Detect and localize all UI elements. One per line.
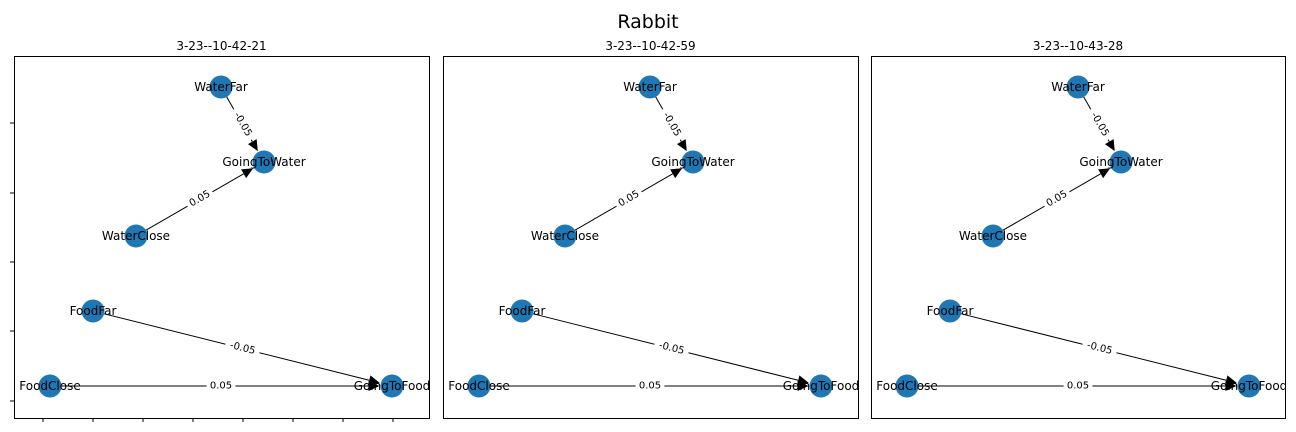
graph-node [510,299,534,323]
graph-node [209,75,233,99]
edge-arrowhead [368,381,380,391]
edge-arrowhead [247,139,258,152]
graph-node [81,299,105,323]
edge-label-group: 0.05 [613,185,645,213]
edge-arrowhead [797,381,809,391]
panel-title: 3-23--10-42-59 [605,39,695,53]
panel-content: -0.05 0.05 -0.05 0.05 WaterFar GoingToWater Wa… [448,75,860,398]
panel-frame [14,56,430,419]
graph-node [895,374,919,398]
panel-title: 3-23--10-43-28 [1033,39,1123,53]
edge-label: 0.05 [210,381,232,392]
edge-label-group: -0.05 [1080,337,1119,360]
node-label: FoodClose [876,379,937,393]
graph-node [938,299,962,323]
node-label: WaterClose [959,229,1027,243]
graph-node [553,224,577,248]
edge-label-bg [184,185,216,213]
graph-node [380,374,404,398]
graph-node [252,150,276,174]
edge-label-group: -0.05 [223,337,262,360]
edge-label-bg [613,185,645,213]
panel-frame [871,56,1286,419]
edge-arrowhead [676,139,687,152]
edge-label-group: 0.05 [206,379,236,393]
graph-node [1237,374,1261,398]
panel-content: -0.05 0.05 -0.05 0.05 WaterFar GoingToWater Wa… [876,75,1288,398]
edge-label-group: 0.05 [1041,185,1073,213]
diagram-panel: 3-23--10-43-28 -0.05 0.05 -0.05 0.05 WaterFar… [871,39,1288,419]
panel-content: -0.05 0.05 -0.05 0.05 WaterFar GoingToWater Wa… [19,75,431,398]
edge-label: 0.05 [1067,381,1089,392]
node-label: FoodFar [499,304,546,318]
node-label: FoodFar [70,304,117,318]
graph-node [809,374,833,398]
node-label: WaterFar [623,80,677,94]
graph-node [638,75,662,99]
node-label: WaterClose [531,229,599,243]
edge-label-bg [206,379,236,393]
node-label: GoingToWater [1079,155,1162,169]
edge-label-group: 0.05 [1063,379,1093,393]
edge-arrowhead [1104,139,1115,152]
edge-label-bg [1063,379,1093,393]
diagram-panel: 3-23--10-42-59 -0.05 0.05 -0.05 0.05 WaterFar… [443,39,860,419]
node-label: FoodFar [927,304,974,318]
node-label: WaterFar [1051,80,1105,94]
node-label: GoingToFood [1211,379,1288,393]
edge-arrowhead [1225,381,1237,391]
graph-node [38,374,62,398]
edge-label-group: -0.05 [1084,105,1115,144]
edge-label-group: 0.05 [184,185,216,213]
node-label: GoingToWater [222,155,305,169]
edge-label-bg [635,379,665,393]
edge-label-group: 0.05 [635,379,665,393]
edge-label-bg [652,337,691,360]
edge-label-bg [1041,185,1073,213]
edge-label-bg [656,105,687,144]
graph-node [981,224,1005,248]
edge-label-bg [1080,337,1119,360]
edge-label-group: -0.05 [652,337,691,360]
node-label: GoingToFood [354,379,431,393]
edge-arrowhead [1098,168,1111,179]
edge-arrowhead [670,168,683,179]
panel-frame [443,56,859,419]
edge-arrowhead [241,168,254,179]
edge-label-group: -0.05 [227,105,258,144]
edge-label-bg [1084,105,1115,144]
graph-node [1066,75,1090,99]
diagram-panel: 3-23--10-42-21 -0.05 0.05 -0.05 0.05 WaterFar… [10,39,430,422]
graph-node [124,224,148,248]
edge-label-bg [223,337,262,360]
node-label: FoodClose [19,379,80,393]
node-label: GoingToFood [783,379,860,393]
node-label: GoingToWater [651,155,734,169]
graph-node [681,150,705,174]
node-label: WaterClose [102,229,170,243]
panels: 3-23--10-42-21 -0.05 0.05 -0.05 0.05 WaterFar… [10,39,1288,422]
edge-label-group: -0.05 [656,105,687,144]
figure-title: Rabbit [617,11,678,33]
edge-label: 0.05 [639,381,661,392]
panel-title: 3-23--10-42-21 [176,39,266,53]
graph-node [467,374,491,398]
node-label: FoodClose [448,379,509,393]
graph-node [1109,150,1133,174]
node-label: WaterFar [194,80,248,94]
edge-label-bg [227,105,258,144]
